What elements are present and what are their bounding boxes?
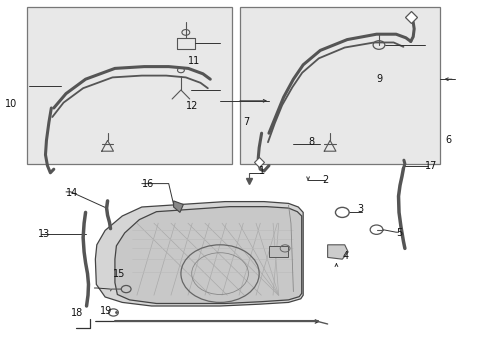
Polygon shape [95, 202, 303, 306]
Text: 17: 17 [425, 161, 437, 171]
Bar [268, 246, 287, 257]
Text: 16: 16 [142, 179, 154, 189]
Text: 18: 18 [71, 308, 83, 318]
Text: 5: 5 [395, 228, 402, 238]
Text: 14: 14 [66, 188, 78, 198]
Bar [239, 7, 439, 164]
Text: 12: 12 [185, 101, 198, 111]
Text: 8: 8 [307, 137, 314, 147]
Text: 13: 13 [38, 229, 50, 239]
Polygon shape [327, 245, 347, 259]
Text: 1: 1 [259, 166, 265, 176]
Text: 15: 15 [112, 269, 124, 279]
Text: 11: 11 [188, 56, 200, 66]
Text: 19: 19 [100, 306, 112, 316]
Text: 4: 4 [342, 251, 348, 261]
Text: 3: 3 [356, 204, 363, 214]
Text: 2: 2 [322, 175, 328, 185]
Text: 10: 10 [5, 99, 17, 109]
Text: 9: 9 [376, 74, 382, 84]
Polygon shape [115, 207, 301, 303]
Polygon shape [173, 201, 183, 212]
Text: 6: 6 [444, 135, 450, 145]
Bar [27, 7, 232, 164]
Text: 7: 7 [243, 117, 249, 127]
